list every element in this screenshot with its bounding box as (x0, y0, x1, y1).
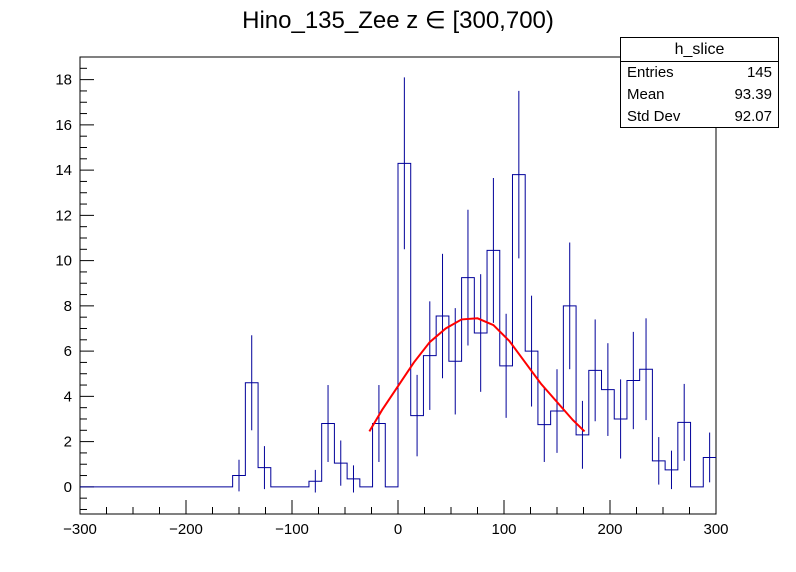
x-tick-label: 0 (394, 521, 402, 538)
stats-box-name: h_slice (621, 38, 778, 62)
x-tick-label: 100 (491, 521, 516, 538)
y-tick-label: 2 (64, 434, 72, 451)
histogram-bars (80, 77, 716, 493)
x-tick-label: −100 (275, 521, 309, 538)
stats-label-stddev: Std Dev (627, 108, 681, 125)
fit-curve (368, 317, 586, 433)
y-tick-label: 4 (64, 388, 72, 405)
y-tick-label: 0 (64, 479, 72, 496)
stats-row-entries: Entries 145 (621, 62, 778, 84)
y-tick-label: 12 (55, 207, 72, 224)
axis-ticks: −300 −200 −100 0 100 200 300 0 2 4 6 8 10 12 14 16 18 (55, 56, 729, 538)
y-tick-label: 14 (55, 162, 72, 179)
chart-title: Hino_135_Zee z ∈ [300,700) (242, 7, 554, 34)
y-tick-label: 6 (64, 343, 72, 360)
fit-line (368, 317, 586, 433)
stats-label-entries: Entries (627, 64, 674, 81)
y-tick-label: 18 (55, 72, 72, 89)
x-tick-label: −300 (63, 521, 97, 538)
stats-label-mean: Mean (627, 86, 665, 103)
y-tick-label: 16 (55, 117, 72, 134)
stats-value-entries: 145 (746, 64, 772, 81)
x-tick-label: 300 (703, 521, 728, 538)
x-tick-label: 200 (597, 521, 622, 538)
stats-row-mean: Mean 93.39 (621, 84, 778, 106)
stats-value-stddev: 92.07 (734, 108, 772, 125)
stats-box: h_slice Entries 145 Mean 93.39 Std Dev 9… (620, 37, 779, 128)
y-tick-label: 8 (64, 298, 72, 315)
y-tick-label: 10 (55, 253, 72, 270)
x-tick-label: −200 (169, 521, 203, 538)
stats-value-mean: 93.39 (734, 86, 772, 103)
stats-row-stddev: Std Dev 92.07 (621, 106, 778, 128)
